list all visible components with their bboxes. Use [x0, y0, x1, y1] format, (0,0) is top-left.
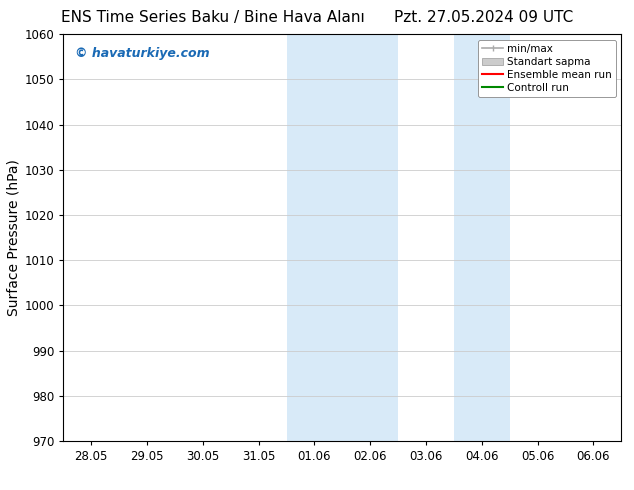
- Bar: [287, 34, 398, 441]
- Bar: [454, 34, 510, 441]
- Text: ENS Time Series Baku / Bine Hava Alanı      Pzt. 27.05.2024 09 UTC: ENS Time Series Baku / Bine Hava Alanı P…: [61, 10, 573, 25]
- Y-axis label: Surface Pressure (hPa): Surface Pressure (hPa): [6, 159, 20, 316]
- Legend: min/max, Standart sapma, Ensemble mean run, Controll run: min/max, Standart sapma, Ensemble mean r…: [478, 40, 616, 97]
- Text: © havaturkiye.com: © havaturkiye.com: [75, 47, 209, 59]
